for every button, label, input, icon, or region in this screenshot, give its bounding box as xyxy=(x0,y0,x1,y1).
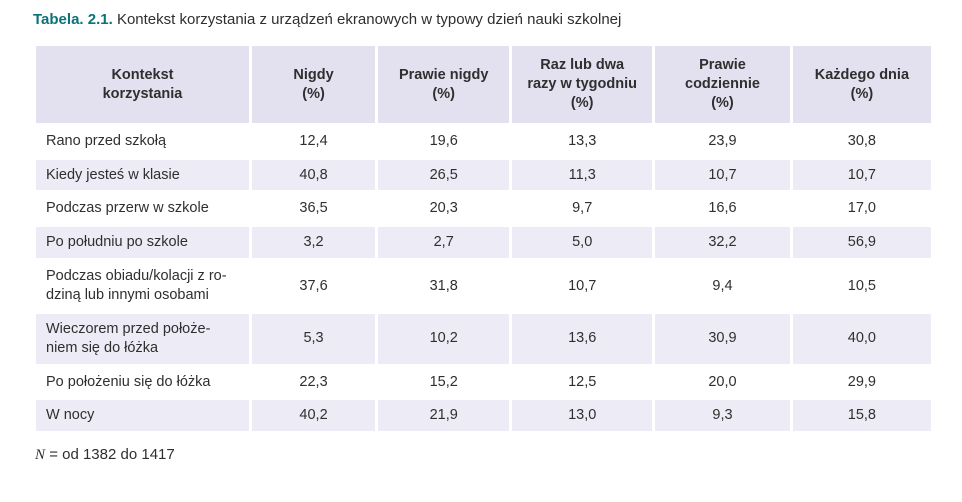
caption-text: Kontekst korzystania z urządzeń ekranowy… xyxy=(116,11,622,28)
table-cell: 29,9 xyxy=(792,366,931,398)
table-row: W nocy 40,2 21,9 13,0 9,3 15,8 xyxy=(36,400,931,432)
table-cell: 9,4 xyxy=(655,261,790,311)
caption-number: Tabela. 2.1. xyxy=(33,11,113,28)
table-cell: 9,3 xyxy=(655,400,790,432)
table-cell: 5,0 xyxy=(512,227,653,259)
table-cell: 22,3 xyxy=(251,366,376,398)
table-cell: 15,8 xyxy=(792,400,931,432)
table-row: Rano przed szkołą 12,4 19,6 13,3 23,9 30,8 xyxy=(36,125,931,157)
table-row: Po położeniu się do łóżka 22,3 15,2 12,5 20,… xyxy=(36,366,931,398)
column-header: Każdego dnia (%) xyxy=(792,46,931,123)
column-header: Prawie codziennie (%) xyxy=(655,46,790,123)
footnote-text: = od 1382 do 1417 xyxy=(49,446,175,464)
column-header: Raz lub dwa razy w tygodniu (%) xyxy=(512,46,653,123)
table-row: Po południu po szkole 3,2 2,7 5,0 32,2 56,9 xyxy=(36,227,931,259)
column-header: Prawie nigdy (%) xyxy=(378,46,510,123)
table-cell: 9,7 xyxy=(512,193,653,225)
table-cell: 40,8 xyxy=(251,159,376,191)
table-row: Podczas obiadu/kolacji z ro- dziną lub i… xyxy=(36,261,931,311)
table-cell: 2,7 xyxy=(378,227,510,259)
table-cell: 23,9 xyxy=(655,125,790,157)
row-label: Podczas obiadu/kolacji z ro- dziną lub i… xyxy=(36,261,249,311)
table-cell: 10,7 xyxy=(655,159,790,191)
table-cell: 32,2 xyxy=(655,227,790,259)
row-label: Wieczorem przed położe- niem się do łóżk… xyxy=(36,313,249,364)
table-cell: 15,2 xyxy=(378,366,510,398)
table-cell: 12,4 xyxy=(251,125,376,157)
table-cell: 13,3 xyxy=(512,125,653,157)
column-header: Kontekst korzystania xyxy=(36,46,249,123)
table-cell: 13,0 xyxy=(512,400,653,432)
table-cell: 13,6 xyxy=(512,313,653,364)
table-cell: 21,9 xyxy=(378,400,510,432)
row-label: Podczas przerw w szkole xyxy=(36,193,249,225)
row-label: Po południu po szkole xyxy=(36,227,249,259)
row-label: Rano przed szkołą xyxy=(36,125,249,157)
table-row: Kiedy jesteś w klasie 40,8 26,5 11,3 10,7 10,… xyxy=(36,159,931,191)
data-table: Kontekst korzystania Nigdy (%) Prawie nigd… xyxy=(33,43,934,434)
table-cell: 3,2 xyxy=(251,227,376,259)
table-row: Podczas przerw w szkole 36,5 20,3 9,7 16,6 17… xyxy=(36,193,931,225)
table-cell: 36,5 xyxy=(251,193,376,225)
table-cell: 56,9 xyxy=(792,227,931,259)
table-cell: 5,3 xyxy=(251,313,376,364)
table-cell: 20,3 xyxy=(378,193,510,225)
table-cell: 40,2 xyxy=(251,400,376,432)
table-cell: 10,2 xyxy=(378,313,510,364)
table-cell: 26,5 xyxy=(378,159,510,191)
table-cell: 17,0 xyxy=(792,193,931,225)
table-cell: 12,5 xyxy=(512,366,653,398)
table-cell: 10,5 xyxy=(792,261,931,311)
table-row: Wieczorem przed położe- niem się do łóżk… xyxy=(36,313,931,364)
table-cell: 11,3 xyxy=(512,159,653,191)
table-footnote: N = od 1382 do 1417 xyxy=(35,446,934,464)
header-row: Kontekst korzystania Nigdy (%) Prawie nigd… xyxy=(36,46,931,123)
table-cell: 40,0 xyxy=(792,313,931,364)
row-label: Po położeniu się do łóżka xyxy=(36,366,249,398)
table-cell: 37,6 xyxy=(251,261,376,311)
n-symbol: N xyxy=(35,447,46,464)
table-cell: 30,8 xyxy=(792,125,931,157)
table-cell: 16,6 xyxy=(655,193,790,225)
table-cell: 10,7 xyxy=(792,159,931,191)
table-cell: 19,6 xyxy=(378,125,510,157)
table-cell: 10,7 xyxy=(512,261,653,311)
table-cell: 31,8 xyxy=(378,261,510,311)
table-body: Rano przed szkołą 12,4 19,6 13,3 23,9 30,8 Kie… xyxy=(36,125,931,432)
row-label: W nocy xyxy=(36,400,249,432)
table-caption: Tabela. 2.1. Kontekst korzystania z urzą… xyxy=(33,10,934,30)
row-label: Kiedy jesteś w klasie xyxy=(36,159,249,191)
table-header: Kontekst korzystania Nigdy (%) Prawie nigd… xyxy=(36,46,931,123)
table-cell: 20,0 xyxy=(655,366,790,398)
column-header: Nigdy (%) xyxy=(251,46,376,123)
table-cell: 30,9 xyxy=(655,313,790,364)
